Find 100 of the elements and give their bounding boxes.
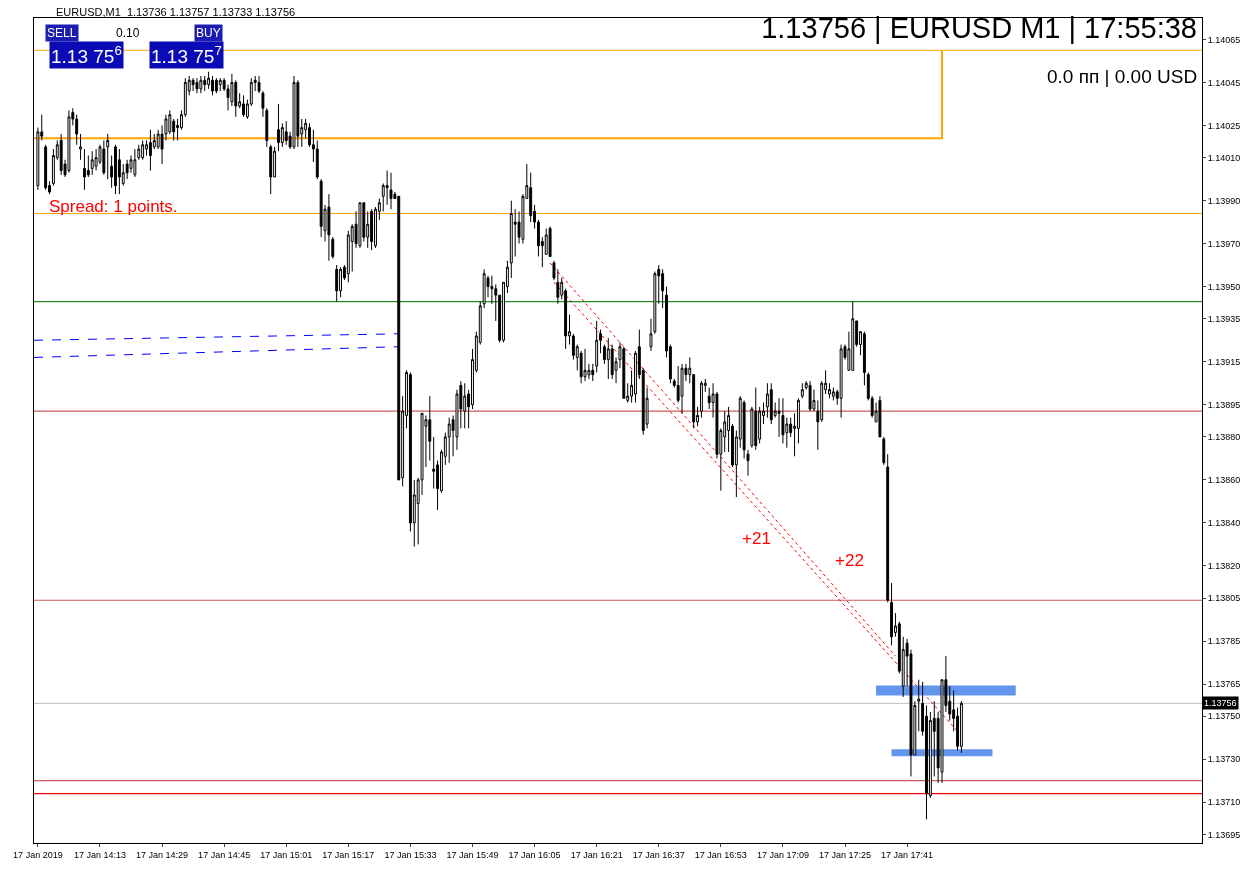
y-tick-label: 1.13710 bbox=[1207, 797, 1241, 808]
candlestick bbox=[509, 200, 513, 279]
y-tick-label: 1.13880 bbox=[1207, 432, 1241, 443]
candlestick bbox=[839, 344, 843, 419]
candlestick bbox=[117, 148, 121, 195]
candlestick bbox=[242, 94, 245, 118]
y-tick-label: 1.13750 bbox=[1207, 711, 1241, 722]
candlestick bbox=[335, 264, 339, 303]
candlestick bbox=[94, 148, 98, 172]
candlestick bbox=[886, 453, 890, 603]
x-tick-label: 17 Jan 15:01 bbox=[260, 849, 313, 860]
x-tick-label: 17 Jan 16:53 bbox=[694, 849, 747, 860]
candlestick bbox=[862, 331, 866, 386]
candlestick bbox=[463, 382, 467, 429]
ref-line-label: 1.13756 bbox=[1204, 698, 1237, 708]
annotation: 1.13 75$^{6}$ bbox=[51, 43, 122, 67]
candlestick bbox=[133, 148, 137, 178]
y-tick-label: 1.14010 bbox=[1207, 152, 1241, 163]
annotation: SELL bbox=[47, 26, 77, 40]
y-tick-label: 1.13970 bbox=[1207, 238, 1241, 249]
y-tick-label: 1.14025 bbox=[1207, 120, 1241, 131]
text: 0.0 пп | 0.00 USD bbox=[1047, 66, 1198, 87]
candlestick bbox=[661, 268, 665, 309]
x-tick-label: 17 Jan 16:21 bbox=[570, 849, 623, 860]
y-tick-label: 1.13860 bbox=[1207, 475, 1241, 486]
x-tick-label: 17 Jan 14:29 bbox=[136, 849, 189, 860]
x-tick-label: 17 Jan 17:25 bbox=[818, 849, 872, 860]
candlestick bbox=[319, 178, 323, 238]
x-tick-label: 17 Jan 17:41 bbox=[881, 849, 934, 860]
annotation: Spread: 1 points. bbox=[49, 197, 178, 216]
candlestick bbox=[622, 346, 626, 399]
y-tick-label: 1.13935 bbox=[1207, 313, 1241, 324]
candlestick bbox=[699, 380, 703, 419]
candlestick bbox=[90, 150, 94, 176]
candlestick bbox=[808, 380, 812, 412]
candlestick bbox=[583, 348, 587, 382]
annotation: 1.13 75$^{7}$ bbox=[151, 43, 222, 67]
candlestick bbox=[591, 363, 595, 382]
candlestick bbox=[199, 75, 203, 94]
candlestick bbox=[203, 75, 207, 92]
x-tick-label: 17 Jan 15:33 bbox=[384, 849, 437, 860]
candlestick bbox=[44, 144, 48, 191]
annotation: EURUSD,M1 1.13736 1.13757 1.13733 1.13756 bbox=[56, 6, 296, 18]
candlestick bbox=[218, 77, 222, 92]
y-tick-label: 1.13695 bbox=[1207, 829, 1241, 840]
candlestick bbox=[296, 79, 300, 148]
candlestick bbox=[389, 172, 393, 210]
candlestick bbox=[79, 133, 83, 161]
y-tick-label: 1.14045 bbox=[1207, 77, 1241, 88]
candlestick bbox=[292, 75, 296, 150]
candlestick bbox=[339, 266, 342, 298]
annotation: BUY bbox=[196, 26, 221, 40]
x-tick-label: 17 Jan 14:45 bbox=[198, 849, 251, 860]
candlestick bbox=[548, 225, 552, 257]
y-tick-label: 1.14065 bbox=[1207, 34, 1241, 45]
x-tick-label: 17 Jan 16:05 bbox=[508, 849, 561, 860]
y-tick-label: 1.13915 bbox=[1207, 356, 1241, 367]
candlestick bbox=[851, 301, 855, 371]
candlestick bbox=[595, 320, 599, 373]
y-tick-label: 1.13895 bbox=[1207, 399, 1241, 410]
x-tick-label: 17 Jan 17:09 bbox=[756, 849, 809, 860]
x-tick-label: 17 Jan 14:13 bbox=[73, 849, 126, 860]
candlestick bbox=[195, 77, 199, 94]
candlestick bbox=[890, 582, 894, 646]
x-tick-label: 17 Jan 15:17 bbox=[322, 849, 375, 860]
candlestick bbox=[82, 148, 86, 191]
x-tick-label: 17 Jan 2019 bbox=[13, 849, 63, 860]
candlestick bbox=[769, 382, 773, 425]
candlestick bbox=[781, 397, 785, 444]
candlestick bbox=[269, 144, 273, 195]
y-tick-label: 1.13840 bbox=[1207, 518, 1241, 529]
candlestick bbox=[211, 75, 214, 96]
candlestick bbox=[959, 700, 963, 754]
annotation: 0.10 bbox=[116, 26, 140, 40]
candlestick bbox=[106, 133, 110, 180]
candlestick bbox=[148, 129, 152, 172]
x-tick-label: 17 Jan 16:37 bbox=[632, 849, 685, 860]
candlestick bbox=[606, 337, 610, 380]
candlestick bbox=[680, 363, 684, 414]
candlestick bbox=[277, 103, 280, 152]
y-tick-label: 1.13990 bbox=[1207, 195, 1241, 206]
y-tick-label: 1.13765 bbox=[1207, 679, 1241, 690]
y-tick-label: 1.13785 bbox=[1207, 636, 1241, 647]
candlestick bbox=[358, 202, 362, 249]
candlestick bbox=[191, 77, 195, 92]
y-tick-label: 1.13805 bbox=[1207, 593, 1241, 604]
annotation: +21 bbox=[742, 529, 771, 548]
candlestick bbox=[327, 193, 331, 262]
candlestick bbox=[831, 387, 835, 401]
candlestick bbox=[214, 77, 218, 94]
candlestick bbox=[284, 120, 288, 146]
candlestick bbox=[114, 144, 117, 195]
x-tick-label: 17 Jan 15:49 bbox=[446, 849, 499, 860]
candlestick bbox=[141, 139, 145, 161]
candlestick bbox=[59, 133, 63, 176]
annotation: +22 bbox=[835, 551, 864, 570]
y-tick-label: 1.13950 bbox=[1207, 281, 1241, 292]
candlestick bbox=[800, 382, 804, 399]
candlestick bbox=[754, 387, 758, 451]
candlestick bbox=[67, 109, 71, 174]
